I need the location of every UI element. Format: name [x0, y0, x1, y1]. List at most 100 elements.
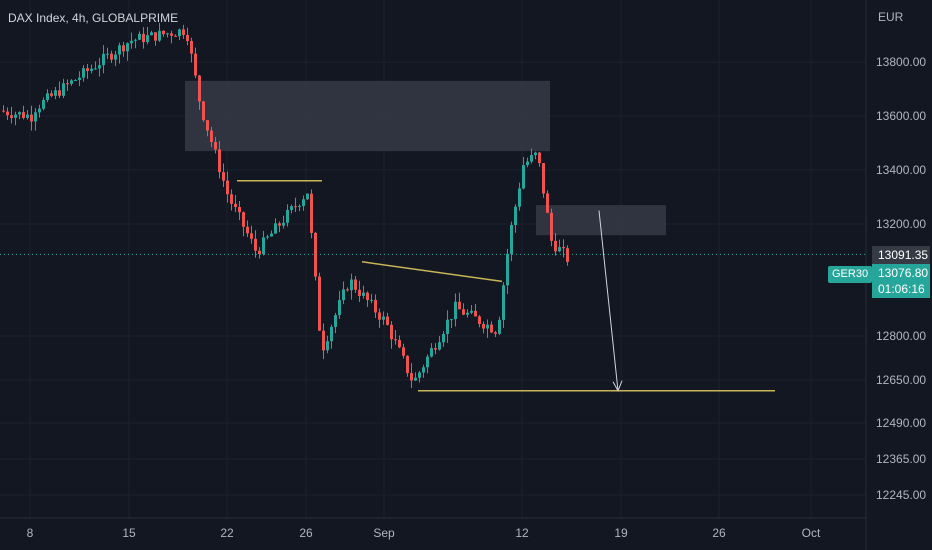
candle-body — [414, 377, 417, 381]
candle-body — [374, 299, 377, 313]
symbol-tag: GER30 — [828, 266, 873, 283]
candle-body — [170, 33, 173, 36]
time-tick: 26 — [299, 526, 313, 540]
candle-body — [270, 233, 273, 237]
candle-body — [34, 112, 37, 122]
candle-body — [418, 372, 421, 378]
candle-body — [354, 279, 357, 290]
candle-body — [50, 93, 53, 96]
time-tick: 22 — [220, 526, 234, 540]
candles-layer — [2, 22, 569, 389]
candle-body — [42, 100, 45, 109]
candle-body — [334, 315, 337, 327]
candle-body — [178, 29, 181, 37]
drawing-layer — [237, 180, 775, 392]
candle-body — [442, 333, 445, 343]
candle-body — [290, 206, 293, 210]
candle-body — [102, 53, 105, 66]
candle-body — [94, 68, 97, 70]
candle-body — [114, 54, 117, 60]
candle-body — [438, 342, 441, 350]
candle-body — [90, 68, 93, 71]
last-price-tag: 13091.35 — [872, 246, 930, 264]
candle-body — [434, 348, 437, 350]
candle-body — [402, 347, 405, 356]
candle-body — [534, 152, 537, 156]
time-tick: 8 — [26, 526, 34, 540]
candle-body — [150, 32, 153, 36]
price-tick: 12650.00 — [876, 373, 927, 387]
candle-body — [218, 149, 221, 173]
candle-body — [522, 165, 525, 189]
candle-body — [486, 324, 489, 329]
candle-body — [298, 205, 301, 207]
candle-body — [426, 356, 429, 368]
candle-body — [322, 330, 325, 351]
candle-body — [338, 300, 341, 316]
candle-body — [450, 319, 453, 321]
candle-body — [558, 247, 561, 252]
candle-body — [206, 120, 209, 131]
candle-body — [306, 193, 309, 200]
candle-body — [250, 233, 253, 239]
candle-body — [22, 112, 25, 118]
candle-body — [550, 212, 553, 241]
candle-body — [258, 250, 261, 255]
candle-body — [194, 53, 197, 76]
candle-body — [202, 101, 205, 121]
price-tick: 13400.00 — [876, 163, 927, 177]
candle-body — [174, 35, 177, 37]
currency-label[interactable]: EUR — [878, 10, 904, 24]
candle-body — [282, 222, 285, 226]
candle-body — [154, 32, 157, 41]
candle-body — [158, 30, 161, 41]
candle-body — [74, 80, 77, 82]
price-tick: 12490.00 — [876, 416, 927, 430]
candle-body — [346, 289, 349, 291]
candle-body — [490, 324, 493, 333]
chart-grid — [0, 0, 866, 518]
candle-body — [166, 33, 169, 35]
candle-body — [358, 289, 361, 296]
candle-body — [86, 68, 89, 71]
candle-body — [38, 108, 41, 113]
candle-body — [458, 301, 461, 310]
candle-body — [390, 324, 393, 340]
candle-body — [254, 238, 257, 251]
arrow-head — [612, 380, 623, 392]
trendline-neckline — [361, 261, 503, 283]
candle-body — [350, 279, 353, 291]
candle-body — [542, 163, 545, 194]
candle-body — [326, 341, 329, 351]
candle-body — [54, 90, 57, 96]
candle-body — [134, 39, 137, 41]
candle-body — [26, 114, 29, 118]
candle-body — [502, 285, 505, 320]
candle-body — [130, 40, 133, 44]
price-tick: 12365.00 — [876, 452, 927, 466]
candle-body — [138, 33, 141, 40]
candle-body — [186, 34, 189, 41]
time-tick: 15 — [122, 526, 136, 540]
candle-body — [242, 212, 245, 227]
candle-body — [410, 373, 413, 381]
candle-body — [470, 310, 473, 313]
candle-body — [342, 289, 345, 301]
candle-body — [370, 299, 373, 301]
candle-body — [106, 53, 109, 55]
candle-body — [62, 83, 65, 96]
candle-body — [462, 309, 465, 315]
candle-body — [58, 90, 61, 96]
candle-body — [302, 199, 305, 206]
candle-body — [382, 316, 385, 320]
time-tick: Oct — [801, 526, 821, 540]
candle-body — [66, 83, 69, 85]
candle-body — [122, 45, 125, 52]
arrow-shaft — [598, 210, 619, 391]
candle-body — [446, 319, 449, 334]
candle-body — [70, 80, 73, 84]
candle-body — [214, 141, 217, 150]
candle-body — [266, 236, 269, 238]
time-tick: 26 — [712, 526, 726, 540]
